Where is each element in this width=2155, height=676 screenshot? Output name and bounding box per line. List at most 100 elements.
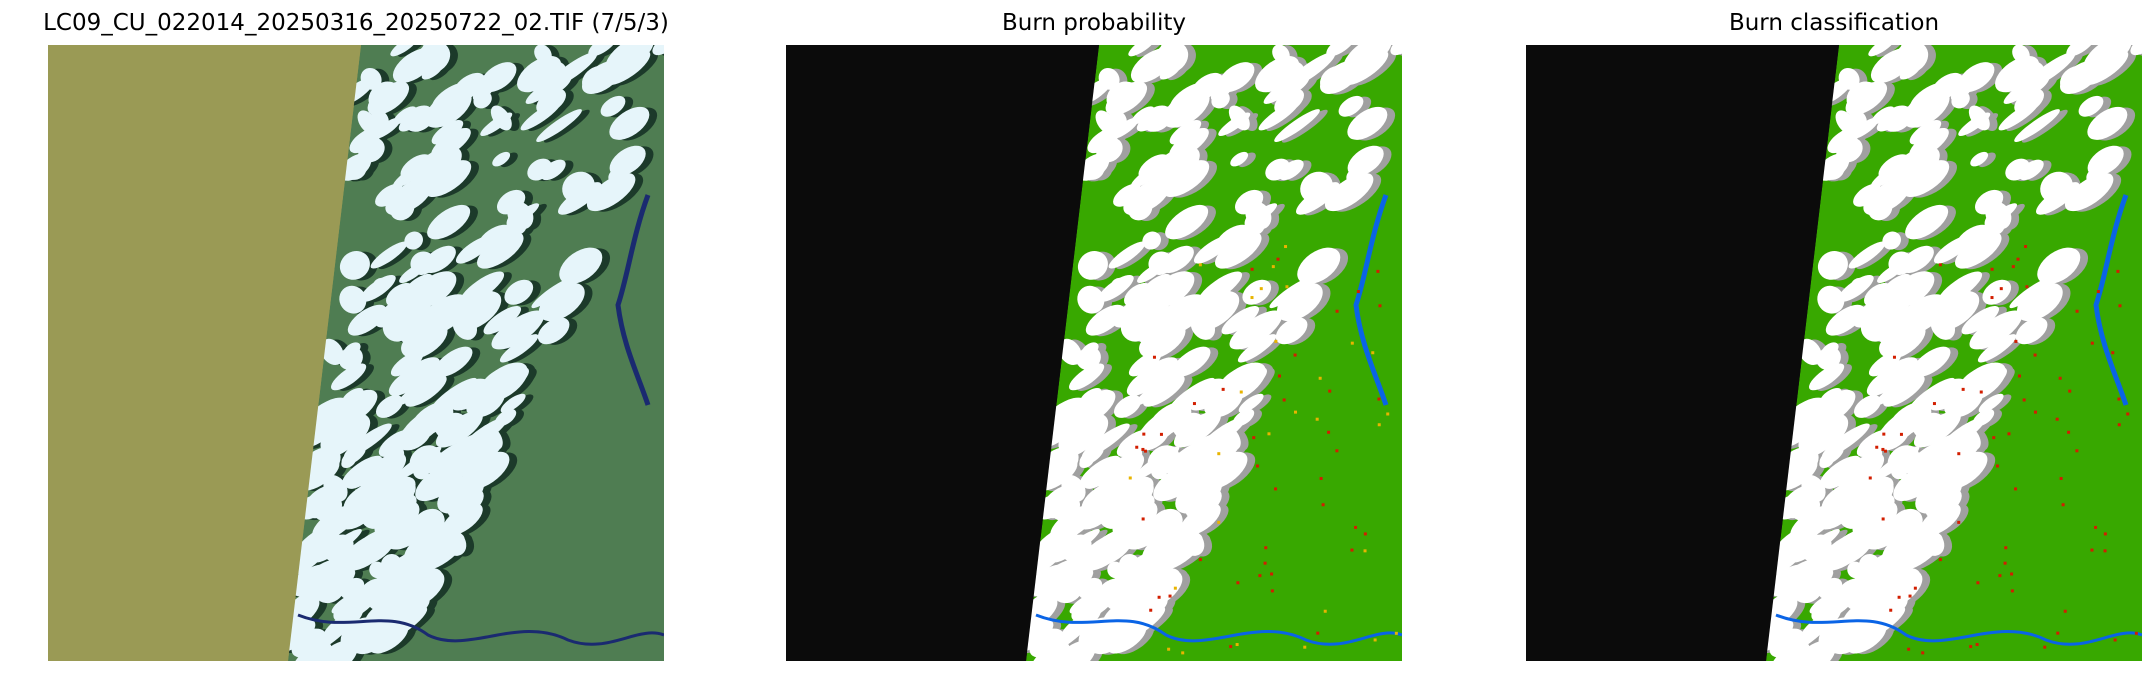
cloud: [388, 367, 425, 396]
cloud: [1909, 127, 1949, 159]
burn-pixel: [1315, 417, 1319, 421]
cloud: [1893, 45, 1929, 74]
cloud: [2040, 171, 2073, 203]
cloud: [1808, 389, 1856, 428]
cloud: [410, 422, 440, 445]
burn-pixel: [2063, 609, 2067, 613]
cloud: [1242, 279, 1272, 305]
burn-pixel: [1217, 520, 1221, 524]
cloud: [1868, 178, 1910, 213]
cloud: [1390, 45, 1402, 56]
cloud: [493, 310, 545, 350]
burn-pixel: [1303, 645, 1307, 649]
burn-pixel: [1881, 447, 1885, 451]
cloud: [411, 271, 457, 308]
cloud: [403, 273, 433, 296]
river: [1775, 613, 2142, 646]
cloud: [2082, 50, 2129, 86]
cloud: [1141, 273, 1171, 296]
cloud: [375, 183, 404, 207]
cloud: [2015, 317, 2048, 345]
burn-pixel: [1979, 390, 1983, 394]
cloud: [534, 45, 552, 64]
burn-pixel: [1149, 608, 1153, 612]
cloud: [500, 393, 526, 413]
burn-pixel: [1386, 412, 1390, 416]
cloud: [1149, 271, 1195, 308]
burn-pixel: [1229, 645, 1233, 649]
cloud-shadow: [1876, 45, 1905, 57]
cloud: [1255, 55, 1300, 93]
burn-pixel: [1263, 561, 1267, 565]
burn-pixel: [1250, 296, 1254, 300]
cloud-shadow: [1238, 152, 1256, 168]
cloud: [1114, 476, 1154, 509]
cloud: [1169, 119, 1202, 145]
burn-pixel: [2010, 589, 2014, 593]
cloud: [1889, 271, 1935, 308]
cloud: [473, 91, 492, 109]
burn-pixel: [1173, 586, 1177, 590]
burn-pixel: [2126, 412, 2130, 416]
cloud: [1231, 310, 1283, 350]
cloud: [1190, 72, 1224, 100]
cloud: [370, 593, 411, 627]
burn-pixel: [1995, 464, 1999, 468]
cloud: [1059, 443, 1081, 461]
burn-classification-map: [1526, 45, 2142, 661]
burn-pixel: [1875, 445, 1879, 449]
burn-pixel: [1376, 269, 1380, 273]
burn-pixel: [1999, 287, 2003, 291]
cloud-shadow: [508, 394, 534, 414]
cloud: [478, 362, 528, 403]
cloud: [452, 291, 502, 331]
burn-pixel: [1252, 436, 1256, 440]
cloud: [409, 445, 442, 475]
cloud: [434, 346, 473, 377]
cloud-shadow: [1136, 45, 1165, 57]
burn-pixel: [2103, 532, 2107, 536]
cloud: [452, 72, 486, 100]
burn-pixel: [1378, 304, 1382, 308]
cloud: [1058, 338, 1082, 365]
cloud: [1128, 45, 1157, 57]
cloud: [1937, 271, 1983, 305]
cloud: [1852, 500, 1898, 538]
cloud: [410, 146, 462, 189]
cloud: [1265, 158, 1290, 181]
cloud: [343, 423, 392, 459]
cloud: [449, 378, 490, 411]
burn-pixel: [2003, 561, 2007, 565]
cloud: [496, 189, 526, 215]
burn-pixel: [2025, 285, 2029, 289]
burn-pixel: [2111, 351, 2115, 355]
burn-pixel: [1892, 355, 1896, 359]
cloud: [1912, 346, 1951, 377]
cloud: [360, 67, 382, 90]
cloud: [1106, 81, 1140, 113]
cloud: [1069, 593, 1097, 614]
cloud: [1187, 378, 1228, 411]
cloud: [1882, 231, 1901, 250]
cloud: [1113, 183, 1142, 207]
river: [297, 613, 664, 646]
burn-pixel: [2094, 525, 2098, 529]
nodata-area: [786, 45, 1099, 661]
cloud: [343, 482, 384, 517]
burn-pixel: [1377, 397, 1381, 401]
cloud: [1846, 81, 1880, 113]
cloud: [1173, 402, 1192, 422]
cloud: [374, 500, 420, 538]
cloud: [1817, 250, 1848, 280]
burn-pixel: [1377, 423, 1381, 427]
burn-pixel: [1335, 449, 1339, 453]
cloud: [1082, 158, 1105, 180]
cloud: [2066, 45, 2095, 57]
cloud: [492, 151, 511, 167]
burn-pixel: [1990, 267, 1994, 271]
cloud: [1326, 45, 1355, 57]
cloud: [1138, 154, 1170, 180]
cloud: [2003, 71, 2049, 104]
cloud: [1077, 285, 1105, 314]
burn-pixel: [2090, 341, 2094, 345]
